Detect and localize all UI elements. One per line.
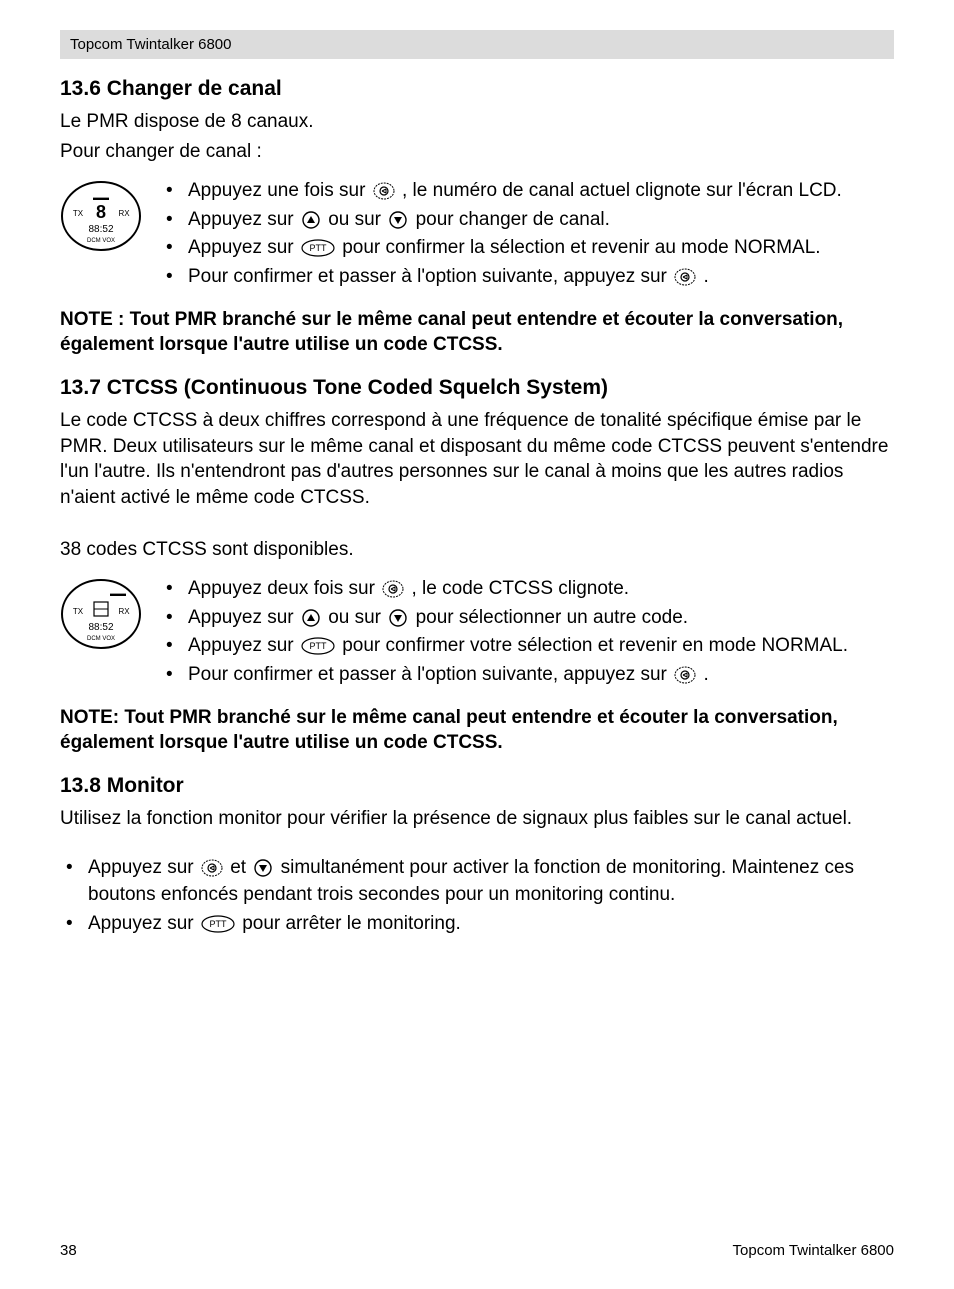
list-item: Pour confirmer et passer à l'option suiv… <box>160 662 848 689</box>
up-icon <box>301 211 321 229</box>
svg-text:DCM VOX: DCM VOX <box>87 636 115 642</box>
svg-text:88:52: 88:52 <box>88 224 113 235</box>
section-13-6-block: ▬▬ TX 8 RX 88:52 DCM VOX Appuyez une foi… <box>60 176 894 292</box>
list-item: Appuyez sur PTT pour confirmer votre sél… <box>160 633 848 660</box>
lcd-display-icon: ▬▬ TX 8 RX 88:52 DCM VOX <box>60 180 142 252</box>
list-item: Appuyez sur PTT pour confirmer la sélect… <box>160 235 842 262</box>
list-item: Appuyez sur ou sur pour sélectionner un … <box>160 605 848 632</box>
section-13-6-bullets: Appuyez une fois sur , le numéro de cana… <box>160 176 842 292</box>
section-13-7-title: 13.7 CTCSS (Continuous Tone Coded Squelc… <box>60 376 894 400</box>
page: Topcom Twintalker 6800 13.6 Changer de c… <box>0 0 954 1289</box>
menu-icon <box>201 859 223 877</box>
down-icon <box>253 859 273 877</box>
svg-text:8: 8 <box>96 202 106 222</box>
menu-icon <box>373 182 395 200</box>
section-13-6-title: 13.6 Changer de canal <box>60 77 894 101</box>
down-icon <box>388 211 408 229</box>
lcd-display-icon: ▬▬ TX RX 88:52 DCM VOX <box>60 578 142 650</box>
footer-page-number: 38 <box>60 1242 77 1259</box>
down-icon <box>388 609 408 627</box>
header-bar: Topcom Twintalker 6800 <box>60 30 894 59</box>
svg-text:TX: TX <box>73 607 84 616</box>
section-13-7-bullets: Appuyez deux fois sur , le code CTCSS cl… <box>160 574 848 690</box>
up-icon <box>301 609 321 627</box>
list-item: Appuyez sur ou sur pour changer de canal… <box>160 207 842 234</box>
svg-text:PTT: PTT <box>209 919 227 929</box>
section-13-8-title: 13.8 Monitor <box>60 774 894 798</box>
section-13-7-para2: 38 codes CTCSS sont disponibles. <box>60 537 894 563</box>
list-item: Pour confirmer et passer à l'option suiv… <box>160 264 842 291</box>
section-13-7-note: NOTE: Tout PMR branché sur le même canal… <box>60 705 894 756</box>
section-13-7-block: ▬▬ TX RX 88:52 DCM VOX Appuyez deux fois… <box>60 574 894 690</box>
menu-icon <box>382 580 404 598</box>
list-item: Appuyez sur et simultanément pour active… <box>60 855 894 908</box>
section-13-8-bullets: Appuyez sur et simultanément pour active… <box>60 855 894 937</box>
svg-text:RX: RX <box>118 209 130 218</box>
menu-icon <box>674 268 696 286</box>
list-item: Appuyez sur PTT pour arrêter le monitori… <box>60 911 894 938</box>
list-item: Appuyez une fois sur , le numéro de cana… <box>160 178 842 205</box>
svg-text:DCM VOX: DCM VOX <box>87 238 115 244</box>
header-product: Topcom Twintalker 6800 <box>70 36 231 53</box>
section-13-8-para: Utilisez la fonction monitor pour vérifi… <box>60 806 894 832</box>
svg-text:PTT: PTT <box>309 641 327 651</box>
section-13-6-note: NOTE : Tout PMR branché sur le même cana… <box>60 307 894 358</box>
footer-product: Topcom Twintalker 6800 <box>733 1242 894 1259</box>
ptt-icon: PTT <box>301 637 335 655</box>
ptt-icon: PTT <box>201 915 235 933</box>
menu-icon <box>674 666 696 684</box>
section-13-7-para: Le code CTCSS à deux chiffres correspond… <box>60 408 894 511</box>
svg-text:▬▬: ▬▬ <box>93 193 109 202</box>
svg-text:▬▬: ▬▬ <box>110 589 126 598</box>
svg-text:RX: RX <box>118 607 130 616</box>
list-item: Appuyez deux fois sur , le code CTCSS cl… <box>160 576 848 603</box>
footer: 38 Topcom Twintalker 6800 <box>60 1242 894 1259</box>
ptt-icon: PTT <box>301 239 335 257</box>
svg-text:TX: TX <box>73 209 84 218</box>
svg-text:88:52: 88:52 <box>88 622 113 633</box>
section-13-6-intro-b: Pour changer de canal : <box>60 139 894 165</box>
section-13-6-intro-a: Le PMR dispose de 8 canaux. <box>60 109 894 135</box>
svg-text:PTT: PTT <box>309 243 327 253</box>
